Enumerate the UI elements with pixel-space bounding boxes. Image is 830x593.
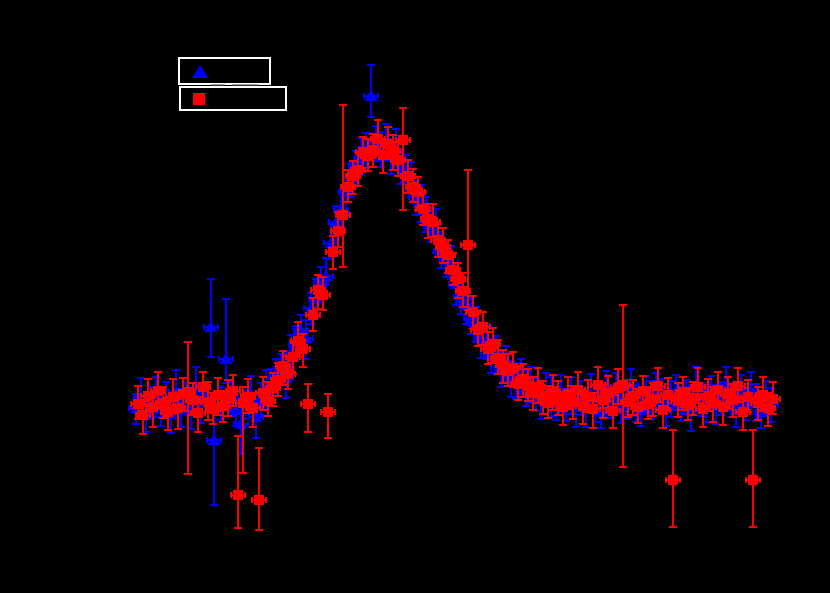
- legend-box-red: [179, 86, 287, 111]
- legend-text-antialias-artifact: [232, 84, 258, 86]
- legend-triangle-marker-icon: [192, 64, 208, 78]
- legend-square-marker-icon: [193, 92, 205, 105]
- legend-text-antialias-artifact: [211, 84, 225, 86]
- legend-box-blue: [178, 57, 271, 85]
